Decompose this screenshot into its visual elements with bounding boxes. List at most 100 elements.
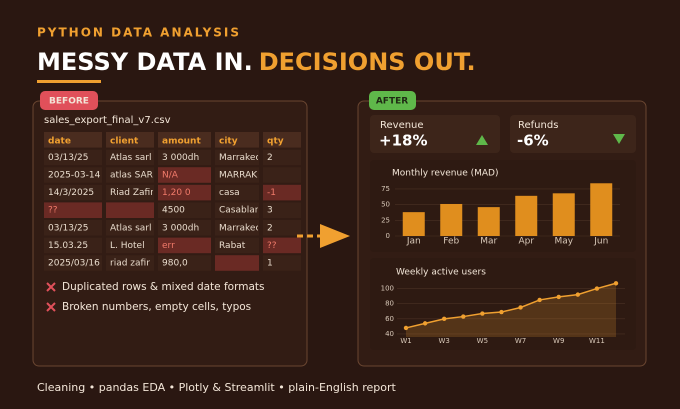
footer-item: Cleaning [37, 381, 85, 394]
x-icon [46, 282, 56, 292]
y-tick-label: 25 [381, 216, 390, 224]
cell-text: 2 [267, 223, 273, 233]
cell-text: 1 [267, 259, 273, 269]
x-tick-label: Apr [518, 237, 534, 247]
x-tick-label: Jun [593, 237, 608, 247]
kpi-value: -6% [517, 132, 549, 150]
cell-text: 03/13/25 [48, 153, 88, 163]
bar [515, 195, 538, 236]
cell-text: ?? [267, 241, 277, 251]
cell [106, 149, 154, 166]
x-tick-label: W7 [515, 337, 526, 345]
underline [37, 80, 101, 83]
column-header: qty [267, 136, 284, 146]
kpi-label: Revenue [380, 120, 424, 131]
y-tick-label: 40 [385, 330, 394, 338]
bar [402, 212, 425, 236]
cell [263, 184, 301, 201]
cell-text: 3 000dh [162, 153, 199, 163]
cell [44, 202, 102, 218]
y-tick-label: 0 [386, 232, 390, 240]
charts: 0 25 50 75 Jan Feb Mar Apr May Jun 40 60 80 100 W1 W3 W5… [381, 183, 625, 345]
cell [44, 237, 102, 254]
cell-text: 980,0 [162, 259, 188, 269]
bar [552, 193, 575, 236]
cell [215, 237, 259, 254]
cell [106, 237, 154, 254]
cell [158, 167, 211, 183]
header-cell [263, 132, 301, 148]
cell-text: Riad Zafir [110, 188, 154, 198]
x-tick-label: May [554, 237, 573, 247]
title: MESSY DATA IN. DECISIONS OUT. [37, 48, 476, 76]
cell-text: 03/13/25 [48, 223, 88, 233]
kpi-label: Refunds [518, 120, 558, 131]
cell [44, 220, 102, 236]
point [518, 305, 523, 310]
footer-item: Plotly & Streamlit [179, 381, 276, 394]
cell-text: Rabat [219, 241, 246, 251]
cell [158, 184, 211, 201]
separator: • [165, 381, 178, 394]
bar [440, 203, 463, 236]
header-cell [215, 132, 259, 148]
x-tick-label: Jan [406, 237, 421, 247]
cell-text: Atlas sarl [110, 153, 152, 163]
kpi-card [510, 115, 636, 153]
after-badge-text: AFTER [376, 97, 408, 107]
separator: • [85, 381, 98, 394]
y-tick-label: 60 [385, 315, 394, 323]
x-icon [46, 302, 56, 312]
point [441, 316, 447, 322]
footer: Cleaning • pandas EDA • Plotly & Streaml… [37, 381, 396, 394]
y-tick-label: 50 [381, 201, 390, 209]
cell [158, 255, 211, 271]
cell [215, 255, 259, 271]
cell [263, 237, 301, 254]
point [461, 314, 466, 319]
point [422, 321, 428, 326]
cell-text: 4500 [162, 206, 185, 216]
filename: sales_export_final_v7.csv [44, 115, 171, 126]
chart-title: Monthly revenue (MAD) [392, 169, 498, 179]
bar [477, 207, 500, 236]
column-header: date [48, 136, 71, 146]
cell [158, 237, 211, 254]
cell [215, 220, 259, 236]
column-header: client [110, 136, 139, 146]
cell-text: 2025-03-14 [48, 171, 101, 181]
point [575, 292, 581, 297]
kpi-down-icon [613, 134, 625, 144]
title-part2: DECISIONS OUT. [259, 48, 476, 76]
kpi-card [370, 115, 500, 153]
cell-text: Marrakech [219, 223, 266, 233]
cell-text: N/A [162, 171, 179, 181]
issue-text: Broken numbers, empty cells, typos [62, 301, 251, 313]
cell [263, 220, 301, 236]
after-badge [369, 91, 416, 110]
cell-text: 3 [267, 206, 273, 216]
bar [590, 183, 613, 236]
x-tick-label: W11 [589, 337, 605, 345]
issues: Duplicated rows & mixed date formats Brok… [46, 281, 264, 313]
cell [263, 149, 301, 166]
x-tick-label: Mar [480, 237, 497, 247]
table: date client amount city qty 03/13/25 Atlas sar… [44, 132, 301, 271]
cell-text: 15.03.25 [48, 241, 88, 251]
cell-text: ?? [48, 206, 58, 216]
cell-text: riad zafir [110, 259, 150, 269]
x-tick-label: W3 [438, 337, 449, 345]
header-cell [106, 132, 154, 148]
cell-text: 2025/03/16 [48, 259, 100, 269]
x-tick-label: W5 [477, 337, 488, 345]
y-tick-label: 100 [381, 285, 394, 293]
point [499, 309, 504, 315]
cell-text: Casablanca [219, 206, 271, 216]
cell-text: 2 [267, 153, 273, 163]
before-badge-text: BEFORE [49, 97, 89, 107]
x-tick-label: Feb [443, 237, 459, 247]
cell [263, 255, 301, 271]
line [405, 282, 617, 329]
cell [263, 202, 301, 218]
